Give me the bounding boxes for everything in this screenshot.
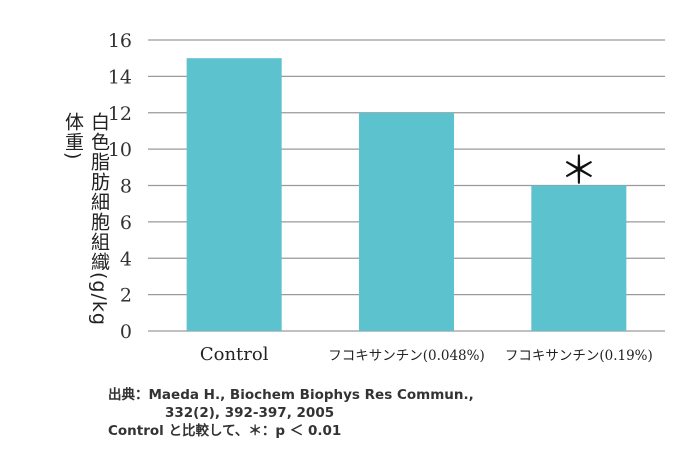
annotations: ＊ (560, 149, 598, 193)
y-tick-label: 12 (108, 103, 132, 125)
bars (186, 58, 627, 331)
y-axis-ticks: 0 2 4 6 8 10 12 14 16 (108, 30, 132, 343)
y-tick-label: 10 (108, 139, 132, 161)
y-tick-label: 4 (120, 248, 132, 270)
source-line-1: 出典：Maeda H., Biochem Biophys Res Commun.… (108, 387, 474, 403)
source-line-2: 332(2), 392-397, 2005 (165, 405, 335, 421)
y-tick-label: 16 (108, 30, 132, 52)
x-category-label: フコキサンチン(0.048%) (328, 348, 485, 364)
footnotes: 出典：Maeda H., Biochem Biophys Res Commun.… (108, 386, 688, 440)
x-category-label: フコキサンチン(0.19%) (505, 348, 653, 364)
y-tick-label: 8 (120, 176, 132, 198)
y-tick-label: 0 (120, 321, 132, 343)
significance-asterisk: ＊ (560, 149, 598, 193)
bar (359, 112, 454, 331)
bar-chart: 0 2 4 6 8 10 12 14 16 Control フコキサンチン(0.048%) フコキサ… (108, 30, 665, 365)
y-axis-label: 白色脂肪細胞組織(g/kg体重) (62, 112, 110, 326)
y-tick-label: 14 (108, 66, 132, 88)
y-tick-label: 2 (120, 285, 132, 307)
x-axis-categories: Control フコキサンチン(0.048%) フコキサンチン(0.19%) (200, 344, 653, 365)
x-category-label: Control (200, 344, 269, 365)
significance-note: Control と比較して、＊：p ＜ 0.01 (108, 423, 342, 439)
bar (186, 58, 282, 331)
bar (531, 185, 627, 331)
y-tick-label: 6 (120, 212, 132, 234)
